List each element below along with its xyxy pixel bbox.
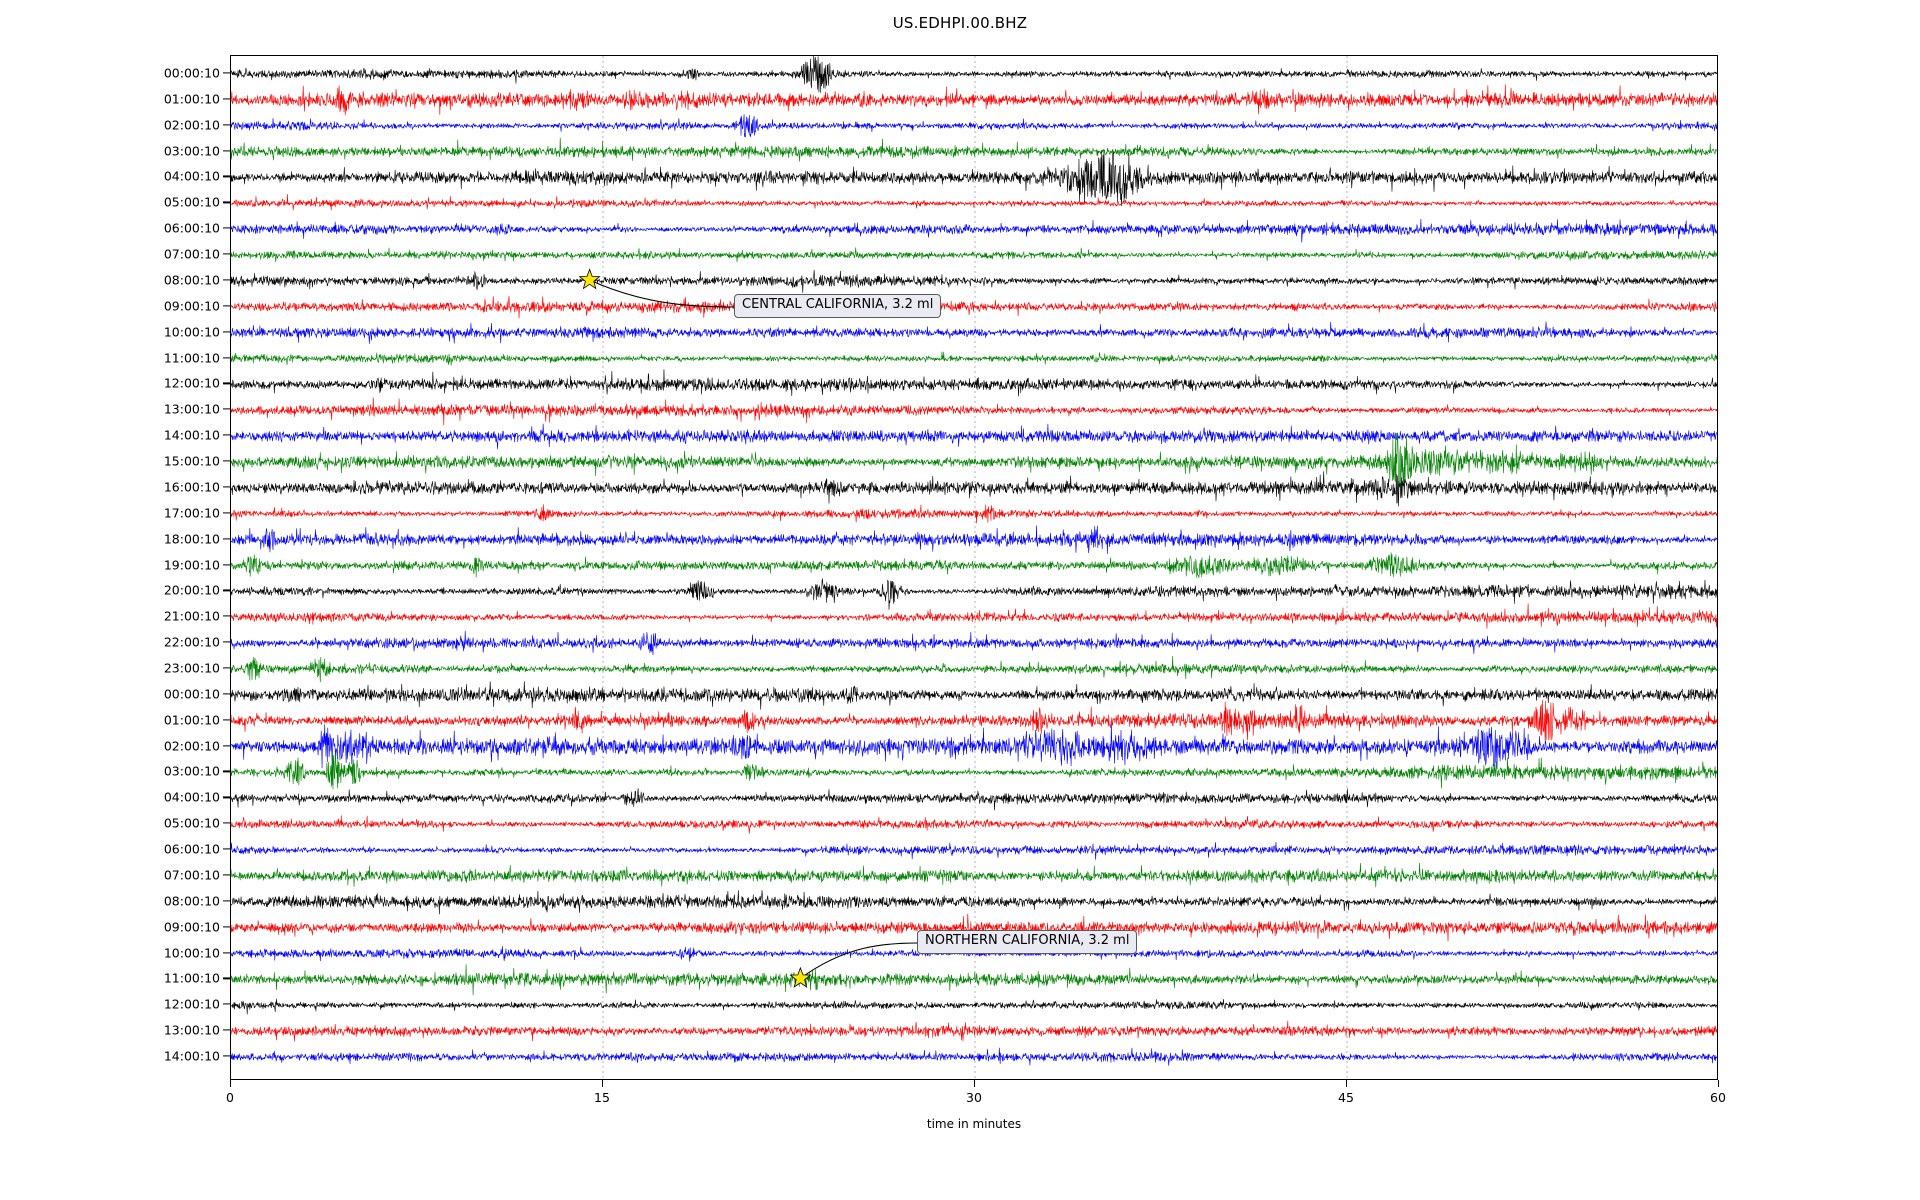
y-axis-tick <box>223 305 230 307</box>
y-axis-tick-label: 01:00:10 <box>163 91 220 107</box>
y-axis-tick-label: 11:00:10 <box>163 970 220 986</box>
y-axis-tick-label: 10:00:10 <box>163 324 220 340</box>
y-axis-tick <box>223 512 230 514</box>
y-axis-tick <box>223 822 230 824</box>
y-axis-tick-label: 11:00:10 <box>163 350 220 366</box>
y-axis-tick <box>223 1029 230 1031</box>
y-axis-tick <box>223 72 230 74</box>
y-axis-tick <box>223 408 230 410</box>
y-axis-tick <box>223 150 230 152</box>
y-axis-tick <box>223 124 230 126</box>
x-axis-tick <box>602 1080 604 1087</box>
y-axis-tick <box>223 926 230 928</box>
y-axis-tick-label: 02:00:10 <box>163 738 220 754</box>
y-axis-tick-label: 09:00:10 <box>163 298 220 314</box>
x-axis-tick-label: 60 <box>1710 1090 1726 1105</box>
y-axis-tick-label: 23:00:10 <box>163 660 220 676</box>
y-axis-tick-label: 18:00:10 <box>163 531 220 547</box>
y-axis-tick <box>223 796 230 798</box>
y-axis-tick-label: 01:00:10 <box>163 712 220 728</box>
y-axis-tick-label: 15:00:10 <box>163 453 220 469</box>
y-axis-tick-label: 21:00:10 <box>163 608 220 624</box>
y-axis-tick-label: 12:00:10 <box>163 996 220 1012</box>
y-axis-tick <box>223 460 230 462</box>
x-axis-tick-label: 15 <box>594 1090 610 1105</box>
y-axis-tick <box>223 98 230 100</box>
y-axis-tick-label: 10:00:10 <box>163 945 220 961</box>
y-axis-tick <box>223 667 230 669</box>
y-axis-tick <box>223 356 230 359</box>
y-axis-tick <box>223 175 230 178</box>
x-axis-title: time in minutes <box>926 1117 1022 1131</box>
event-annotation-label[interactable]: NORTHERN CALIFORNIA, 3.2 ml <box>917 930 1138 954</box>
x-axis-tick <box>1346 1080 1348 1087</box>
y-axis-tick-label: 14:00:10 <box>163 427 220 443</box>
y-axis-tick-label: 12:00:10 <box>163 375 220 391</box>
y-axis-tick <box>223 848 230 850</box>
x-axis-tick-label: 0 <box>226 1090 234 1105</box>
y-axis-tick-label: 03:00:10 <box>163 763 220 779</box>
event-annotation-label[interactable]: CENTRAL CALIFORNIA, 3.2 ml <box>734 294 942 318</box>
y-axis-tick <box>223 693 230 695</box>
y-axis-tick-label: 03:00:10 <box>163 143 220 159</box>
x-axis-tick <box>1718 1080 1720 1087</box>
y-axis-tick <box>223 201 230 203</box>
x-axis-tick-label: 45 <box>1338 1090 1354 1105</box>
y-axis-tick <box>223 382 230 384</box>
y-axis-tick-label: 08:00:10 <box>163 272 220 288</box>
y-axis-tick <box>223 615 230 617</box>
y-axis-tick <box>223 538 230 540</box>
y-axis-tick <box>223 874 230 876</box>
x-axis-tick <box>974 1080 976 1087</box>
y-axis-tick-label: 00:00:10 <box>163 65 220 81</box>
x-axis-tick-label: 30 <box>966 1090 982 1105</box>
y-axis-tick <box>223 253 230 255</box>
y-axis-tick <box>223 744 230 747</box>
y-axis-tick-label: 00:00:10 <box>163 686 220 702</box>
y-axis-tick-label: 19:00:10 <box>163 557 220 572</box>
y-axis-tick-label: 07:00:10 <box>163 246 220 262</box>
y-axis-tick-label: 14:00:10 <box>163 1048 220 1064</box>
y-axis-tick <box>223 641 230 643</box>
y-axis-tick <box>223 331 230 333</box>
y-axis-tick <box>223 434 230 436</box>
y-axis-tick-label: 20:00:10 <box>163 582 220 598</box>
x-axis-tick <box>230 1080 232 1087</box>
y-axis-tick <box>223 563 230 566</box>
y-axis-tick-label: 05:00:10 <box>163 194 220 210</box>
y-axis-tick-label: 13:00:10 <box>163 1022 220 1038</box>
y-axis-tick <box>223 977 230 979</box>
y-axis-tick <box>223 951 230 954</box>
y-axis-tick-label: 07:00:10 <box>163 867 220 883</box>
plot-area[interactable] <box>230 55 1718 1080</box>
y-axis-tick <box>223 486 230 488</box>
y-axis-tick <box>223 1055 230 1057</box>
y-axis-tick <box>223 770 230 773</box>
y-axis-tick <box>223 279 230 281</box>
y-axis-tick-label: 13:00:10 <box>163 401 220 417</box>
y-axis-tick <box>223 719 230 721</box>
y-axis-tick-label: 17:00:10 <box>163 505 220 521</box>
y-axis-tick <box>223 589 230 591</box>
y-axis-tick <box>223 227 230 229</box>
y-axis-tick-label: 05:00:10 <box>163 815 220 831</box>
y-axis-tick-label: 04:00:10 <box>163 168 220 184</box>
y-axis-tick-label: 22:00:10 <box>163 634 220 650</box>
y-axis-tick-label: 09:00:10 <box>163 919 220 935</box>
seismic-trace-canvas <box>231 56 1717 1079</box>
y-axis-tick <box>223 900 230 902</box>
page-title: US.EDHPI.00.BHZ <box>892 14 1028 32</box>
y-axis-tick-label: 04:00:10 <box>163 789 220 805</box>
y-axis-tick-label: 16:00:10 <box>163 479 220 495</box>
y-axis-tick-label: 06:00:10 <box>163 841 220 857</box>
y-axis-tick-label: 06:00:10 <box>163 220 220 236</box>
y-axis-tick-label: 02:00:10 <box>163 117 220 133</box>
y-axis-tick-label: 08:00:10 <box>163 893 220 909</box>
y-axis-tick <box>223 1003 230 1005</box>
